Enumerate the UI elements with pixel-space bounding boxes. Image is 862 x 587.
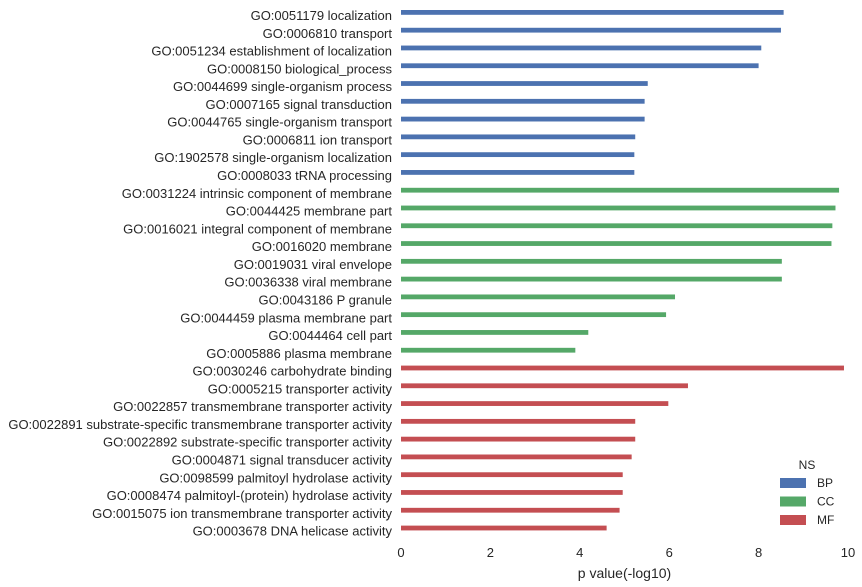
x-tick-label: 6: [666, 545, 673, 560]
y-tick-label: GO:0043186 P granule: [259, 292, 392, 307]
legend-swatch-bp: [780, 478, 806, 488]
bars-layer: [401, 10, 844, 531]
bar-mf: [401, 472, 623, 478]
y-tick-label: GO:0044464 cell part: [268, 328, 392, 343]
bar-mf: [401, 490, 623, 495]
bar-bp: [401, 116, 645, 122]
y-tick-label: GO:0016020 membrane: [252, 239, 392, 254]
y-tick-label: GO:0044425 membrane part: [226, 204, 393, 219]
bar-bp: [401, 10, 784, 15]
bar-mf: [401, 525, 607, 531]
bar-bp: [401, 134, 636, 140]
y-tick-label: GO:0005215 transporter activity: [208, 381, 393, 396]
y-tick-label: GO:0008150 biological_process: [207, 61, 393, 76]
legend-entries: BP CC MF: [780, 476, 835, 527]
bar-cc: [401, 312, 667, 318]
legend: NS BP CC MF: [780, 458, 835, 527]
y-tick-label: GO:0004871 signal transducer activity: [172, 453, 393, 468]
y-tick-label: GO:0031224 intrinsic component of membra…: [122, 186, 392, 201]
y-tick-label: GO:0006810 transport: [263, 26, 393, 41]
bar-cc: [401, 187, 840, 193]
bar-bp: [401, 152, 635, 158]
bar-bp: [401, 63, 759, 69]
x-tick-label: 0: [397, 545, 404, 560]
bar-mf: [401, 401, 669, 406]
y-tick-label: GO:0051234 establishment of localization: [151, 44, 392, 59]
y-tick-label: GO:0022891 substrate-specific transmembr…: [8, 417, 392, 432]
bar-mf: [401, 436, 636, 442]
y-tick-label: GO:0044699 single-organism process: [173, 79, 392, 94]
bar-bp: [401, 98, 645, 104]
bar-bp: [401, 45, 762, 51]
bar-mf: [401, 383, 688, 389]
bar-mf: [401, 365, 844, 371]
y-tick-label: GO:0015075 ion transmembrane transporter…: [92, 506, 392, 521]
bar-cc: [401, 330, 589, 335]
legend-swatch-cc: [780, 496, 806, 507]
bar-bp: [401, 27, 781, 33]
y-tick-label: GO:0006811 ion transport: [243, 132, 393, 147]
y-tick-label: GO:0022892 substrate-specific transporte…: [103, 435, 393, 450]
y-tick-label: GO:0003678 DNA helicase activity: [193, 524, 393, 539]
y-tick-label: GO:0098599 palmitoyl hydrolase activity: [159, 470, 392, 485]
y-tick-label: GO:0051179 localization: [251, 8, 392, 23]
y-tick-label: GO:0007165 signal transduction: [206, 97, 392, 112]
bar-cc: [401, 223, 833, 229]
x-tick-label: 8: [755, 545, 762, 560]
x-tick-labels: 0 2 4 6 8 10: [397, 545, 855, 560]
legend-label-mf: MF: [817, 513, 834, 527]
bar-cc: [401, 347, 576, 353]
y-tick-label: GO:0008474 palmitoyl-(protein) hydrolase…: [107, 488, 393, 503]
y-tick-label: GO:0008033 tRNA processing: [217, 168, 392, 183]
bar-mf: [401, 507, 620, 513]
x-tick-label: 10: [841, 545, 855, 560]
legend-title: NS: [799, 458, 816, 472]
legend-label-cc: CC: [817, 495, 835, 509]
x-tick-label: 2: [487, 545, 494, 560]
bar-bp: [401, 170, 635, 175]
y-tick-labels: GO:0051179 localization GO:0006810 transp…: [8, 8, 392, 539]
bar-mf: [401, 418, 636, 424]
y-tick-label: GO:0044459 plasma membrane part: [180, 310, 392, 325]
bar-cc: [401, 294, 676, 300]
y-tick-label: GO:0044765 single-organism transport: [167, 115, 392, 130]
bar-bp: [401, 81, 648, 86]
bar-cc: [401, 258, 782, 264]
x-axis-label: p value(-log10): [578, 565, 671, 581]
y-tick-label: GO:0016021 integral component of membran…: [123, 221, 392, 236]
y-tick-label: GO:1902578 single-organism localization: [154, 150, 392, 165]
bar-mf: [401, 454, 632, 460]
legend-swatch-mf: [780, 515, 806, 525]
x-tick-label: 4: [576, 545, 583, 560]
y-tick-label: GO:0036338 viral membrane: [224, 275, 392, 290]
bar-cc: [401, 276, 782, 282]
y-tick-label: GO:0019031 viral envelope: [234, 257, 392, 272]
y-tick-label: GO:0022857 transmembrane transporter act…: [113, 399, 392, 414]
bar-cc: [401, 241, 832, 246]
y-tick-label: GO:0005886 plasma membrane: [206, 346, 392, 361]
legend-label-bp: BP: [817, 476, 833, 490]
y-tick-label: GO:0030246 carbohydrate binding: [193, 364, 392, 379]
bar-cc: [401, 205, 836, 211]
